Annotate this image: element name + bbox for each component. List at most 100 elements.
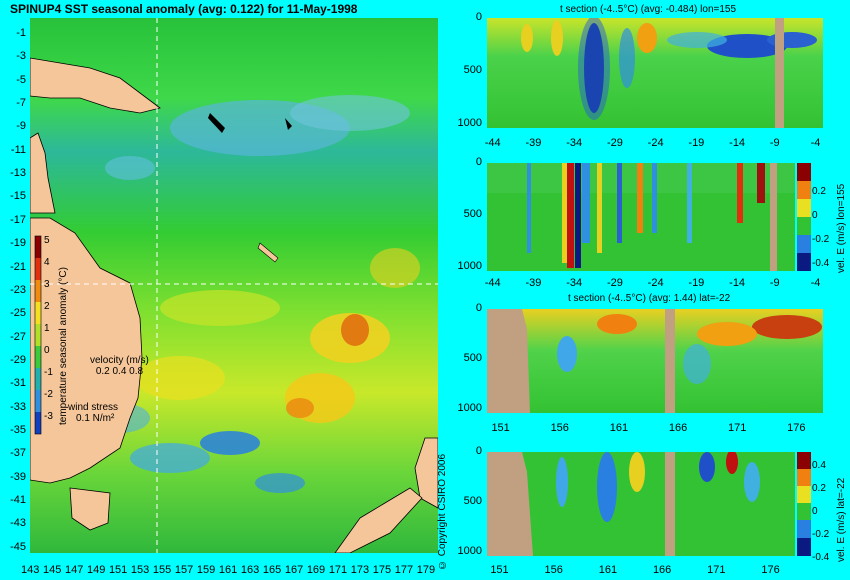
y-tick-label: -39 — [10, 470, 26, 483]
y-tick-label: -13 — [10, 167, 26, 180]
x-tick-label: -24 — [647, 137, 664, 149]
colorbar-tick: 2 — [44, 301, 50, 312]
x-tick-label: -34 — [566, 277, 583, 289]
x-tick-label: 176 — [761, 564, 780, 576]
vel-colorbar-2 — [797, 452, 811, 556]
map-colorbar-ticks: 5 4 3 2 1 0 -1 -2 -3 — [44, 230, 53, 428]
x-tick-label: -9 — [769, 137, 780, 149]
y-tick-label: -19 — [10, 237, 26, 250]
t-section-lon — [487, 18, 823, 128]
x-tick-label: 163 — [240, 564, 260, 576]
y-tick-label: -33 — [10, 400, 26, 413]
x-tick-label: 147 — [64, 564, 84, 576]
y-tick-label: -23 — [10, 283, 26, 296]
y-tick-label: 0 — [475, 11, 482, 23]
velocity-legend-values: 0.2 0.4 0.8 — [95, 366, 144, 377]
panel-y-axis: 0 500 1000 — [450, 11, 484, 129]
colorbar-tick: 0 — [44, 345, 50, 356]
map-colorbar-label: temperature seasonal anomaly (°C) — [58, 267, 69, 425]
x-tick-label: 173 — [350, 564, 370, 576]
x-tick-label: 179 — [416, 564, 436, 576]
colorbar-tick: 4 — [44, 257, 50, 268]
y-tick-label: -15 — [10, 190, 26, 203]
x-tick-label: 156 — [550, 422, 569, 434]
x-tick-label: -14 — [729, 137, 746, 149]
panel-y-axis: 0 500 1000 — [450, 302, 484, 414]
x-tick-label: 143 — [21, 564, 40, 576]
y-tick-label: 0 — [475, 156, 482, 168]
colorbar-tick: -0.4 — [812, 258, 830, 269]
x-tick-label: -4 — [810, 277, 821, 289]
x-tick-label: 156 — [544, 564, 563, 576]
map-lon-axis: 143 145 147 149 151 153 155 157 159 161 163 165 167 1… — [21, 564, 438, 578]
colorbar-tick: 0 — [812, 210, 818, 221]
y-tick-label: -7 — [16, 97, 26, 110]
vel-colorbar-1-ticks: 0.2 0 -0.2 -0.4 — [812, 180, 829, 276]
y-tick-label: -45 — [10, 540, 26, 553]
y-tick-label: -21 — [10, 260, 26, 273]
x-tick-label: 175 — [372, 564, 392, 576]
x-tick-label: -39 — [525, 137, 542, 149]
panel-x-axis: 151 156 161 166 171 176 — [487, 422, 823, 436]
map-lat-axis: -1 -3 -5 -7 -9 -11 -13 -15 -17 -19 -21 -23 -25 -27 -29… — [2, 18, 28, 553]
y-tick-label: 1000 — [457, 544, 482, 557]
x-tick-label: 145 — [42, 564, 62, 576]
vel-colorbar-1 — [797, 163, 811, 271]
panel-x-axis: 151 156 161 166 171 176 — [487, 564, 795, 578]
x-tick-label: 166 — [668, 422, 688, 434]
vel-section-lon — [487, 163, 795, 271]
x-tick-label: 161 — [218, 564, 238, 576]
colorbar-tick: -0.2 — [812, 234, 830, 245]
wind-legend-title: wind stress — [68, 402, 119, 413]
colorbar-tick: 0.4 — [812, 460, 826, 471]
panel-title: t section (-4..5°C) (avg: -0.484) lon=15… — [560, 4, 737, 15]
y-tick-label: 1000 — [457, 259, 482, 272]
x-tick-label: -44 — [484, 277, 501, 289]
vel-colorbar-2-label: vel. E (m/s) lat=-22 — [836, 477, 847, 562]
vel-section-lat — [487, 452, 795, 556]
x-tick-label: -29 — [606, 277, 623, 289]
x-tick-label: 157 — [174, 564, 194, 576]
panel-x-axis: -44 -39 -34 -29 -24 -19 -14 -9 -4 — [484, 137, 823, 151]
x-tick-label: 161 — [598, 564, 618, 576]
x-tick-label: -39 — [525, 277, 542, 289]
x-tick-label: 177 — [394, 564, 414, 576]
y-tick-label: -3 — [16, 50, 26, 63]
colorbar-tick: 0.2 — [812, 483, 826, 494]
x-tick-label: -44 — [484, 137, 501, 149]
sst-anomaly-map — [30, 18, 438, 553]
panel-y-axis: 0 500 1000 — [450, 445, 484, 557]
y-tick-label: -25 — [10, 307, 26, 320]
y-tick-label: -29 — [10, 353, 26, 366]
colorbar-tick: 0.2 — [812, 186, 826, 197]
y-tick-label: 1000 — [457, 401, 482, 414]
y-tick-label: 500 — [463, 207, 482, 220]
copyright: © Copyright CSIRO 2006 — [437, 453, 448, 570]
x-tick-label: 149 — [86, 564, 106, 576]
x-tick-label: 151 — [490, 564, 509, 576]
panel-title: t section (-4..5°C) (avg: 1.44) lat=-22 — [568, 293, 731, 304]
panel-x-axis: -44 -39 -34 -29 -24 -19 -14 -9 -4 — [484, 277, 823, 291]
y-tick-label: 0 — [475, 302, 482, 314]
x-tick-label: 151 — [491, 422, 510, 434]
panel-y-axis: 0 500 1000 — [450, 156, 484, 272]
vel-colorbar-2-ticks: 0.4 0.2 0 -0.2 -0.4 — [812, 454, 829, 569]
x-tick-label: -4 — [810, 137, 821, 149]
x-tick-label: 171 — [707, 564, 726, 576]
x-tick-label: 165 — [262, 564, 282, 576]
y-tick-label: -1 — [16, 27, 26, 40]
x-tick-label: 155 — [152, 564, 172, 576]
velocity-legend: velocity (m/s) 0.2 0.4 0.8 — [90, 355, 149, 377]
y-tick-label: -41 — [10, 493, 26, 506]
colorbar-tick: -0.4 — [812, 552, 830, 563]
colorbar-tick: -0.2 — [812, 529, 830, 540]
y-tick-label: -35 — [10, 423, 26, 436]
x-tick-label: 176 — [787, 422, 806, 434]
x-tick-label: 153 — [130, 564, 150, 576]
x-tick-label: 166 — [652, 564, 672, 576]
vel-colorbar-1-label: vel. E (m/s) lon=155 — [836, 183, 847, 273]
colorbar-tick: -3 — [44, 411, 53, 422]
y-tick-label: -17 — [10, 213, 26, 226]
y-tick-label: -27 — [10, 330, 26, 343]
colorbar-tick: 0 — [812, 506, 818, 517]
